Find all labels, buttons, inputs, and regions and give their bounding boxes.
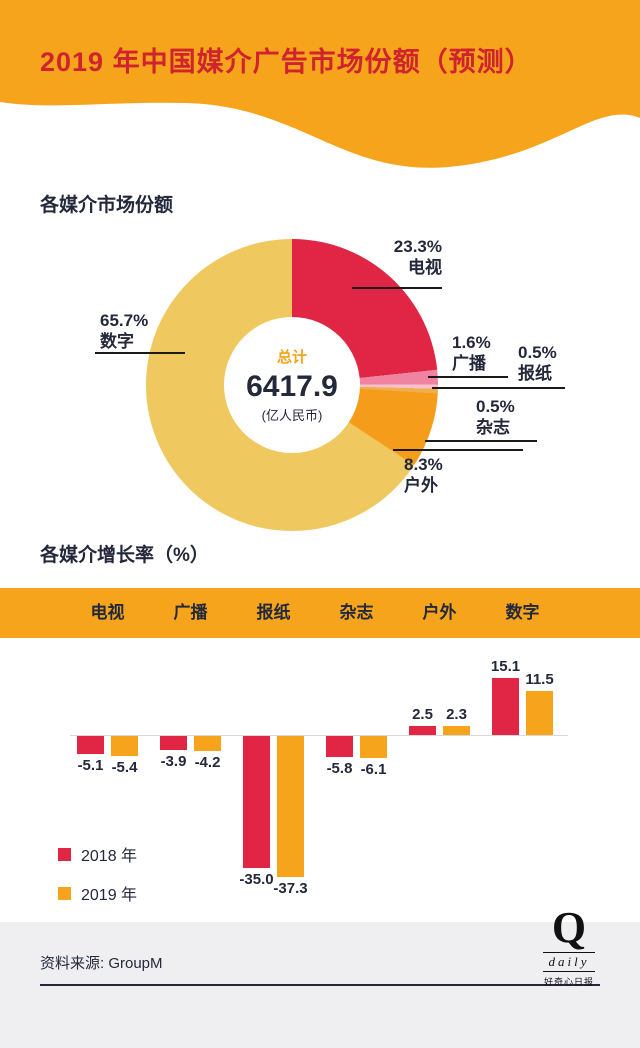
bar-s1-c5 — [526, 691, 553, 735]
slice-label-newspaper: 0.5% 报纸 — [518, 342, 580, 384]
qdaily-logo: Q daily 好奇心日报 — [543, 906, 595, 988]
footer: 资料来源: GroupM Q daily 好奇心日报 — [0, 906, 640, 1048]
bar-s1-c0 — [111, 735, 138, 756]
category-label-tv: 电视 — [90, 603, 125, 622]
bar-s0-c0 — [77, 735, 104, 755]
slice-label-outdoor: 8.3% 户外 — [404, 454, 474, 496]
bar-group-4: 2.5 2.3 — [398, 638, 481, 900]
bar-value-label: 2.5 — [412, 705, 433, 723]
bar-group-5: 15.1 11.5 — [481, 638, 564, 900]
slice-label-magazine: 0.5% 杂志 — [476, 396, 538, 438]
donut-center-label: 总计 — [276, 349, 307, 366]
donut-chart-area: 总计 6417.9 (亿人民币) 23.3% 电视 65.7% 数字 1.6% … — [0, 228, 640, 558]
bar-value-label: -5.1 — [77, 757, 104, 775]
bar-group-3: -5.8 -6.1 — [315, 638, 398, 900]
bar-group-2: -35.0 -37.3 — [232, 638, 315, 900]
slice-name-tv: 电视 — [408, 258, 442, 277]
donut-center: 总计 6417.9 (亿人民币) — [224, 317, 360, 453]
bar-s0-c1 — [160, 735, 187, 750]
bar-value-label: 15.1 — [490, 657, 521, 675]
slice-label-digital: 65.7% 数字 — [100, 310, 185, 352]
page-title: 2019 年中国媒介广告市场份额（预测） — [40, 47, 533, 77]
bar-s1-c3 — [360, 735, 387, 759]
slice-pct-newspaper: 0.5% — [518, 343, 557, 362]
growth-bar-chart: -5.1 -5.4 -3.9 -4.2 -35.0 -37.3 -5.8 -6.1 2.5 2.3… — [0, 638, 640, 900]
chart-legend: 2018 年 2019 年 — [58, 842, 137, 920]
legend-swatch-2018 — [58, 847, 71, 861]
slice-pct-tv: 23.3% — [393, 237, 442, 256]
bar-s0-c4 — [409, 725, 436, 735]
leader-line-newspaper — [432, 387, 565, 389]
bar-value-label: -4.2 — [194, 753, 221, 771]
zero-axis-line — [70, 735, 568, 736]
slice-name-newspaper: 报纸 — [518, 364, 552, 383]
bar-s0-c5 — [492, 677, 519, 735]
bar-group-1: -3.9 -4.2 — [149, 638, 232, 900]
header-banner: 2019 年中国媒介广告市场份额（预测） — [0, 0, 640, 175]
qdaily-logo-name: 好奇心日报 — [543, 977, 594, 987]
slice-pct-digital: 65.7% — [100, 311, 149, 330]
bar-group-0: -5.1 -5.4 — [66, 638, 149, 900]
slice-name-magazine: 杂志 — [476, 418, 510, 437]
donut-center-unit: (亿人民币) — [261, 408, 323, 423]
donut-center-value: 6417.9 — [246, 370, 338, 403]
leader-line-radio — [428, 376, 508, 378]
growth-section-title: 各媒介增长率（%） — [40, 545, 209, 566]
slice-pct-outdoor: 8.3% — [404, 455, 443, 474]
leader-line-magazine — [425, 440, 537, 442]
bar-s0-c2 — [243, 735, 270, 868]
slice-label-tv: 23.3% 电视 — [350, 236, 442, 278]
slice-name-digital: 数字 — [100, 332, 134, 351]
bar-s1-c4 — [443, 726, 470, 735]
slice-name-radio: 广播 — [452, 354, 486, 373]
banner-wave-shape — [0, 0, 640, 168]
footer-divider — [40, 984, 600, 986]
donut-chart: 总计 6417.9 (亿人民币) — [146, 239, 438, 531]
legend-item-2018: 2018 年 — [58, 842, 137, 866]
category-label-outdoor: 户外 — [422, 603, 457, 622]
category-label-radio: 广播 — [173, 603, 208, 622]
legend-label-2018: 2018 年 — [81, 848, 138, 865]
slice-pct-radio: 1.6% — [452, 333, 491, 352]
category-band: 电视 广播 报纸 杂志 户外 数字 — [0, 588, 640, 638]
bar-value-label: -5.8 — [326, 760, 353, 778]
qdaily-logo-q: Q — [551, 903, 587, 952]
qdaily-logo-daily: daily — [543, 952, 595, 972]
bar-value-label: -5.4 — [111, 758, 138, 776]
bar-value-label: -35.0 — [239, 871, 274, 888]
bar-value-label: 2.3 — [446, 706, 467, 724]
leader-line-digital — [95, 352, 185, 354]
legend-item-2019: 2019 年 — [58, 881, 137, 905]
bar-value-label: 11.5 — [525, 671, 554, 689]
bar-value-label: -3.9 — [160, 752, 187, 770]
category-label-newspaper: 报纸 — [256, 603, 291, 622]
slice-label-radio: 1.6% 广播 — [452, 332, 514, 374]
bar-value-label: -37.3 — [273, 879, 308, 897]
data-source: 资料来源: GroupM — [40, 955, 163, 972]
leader-line-outdoor — [393, 449, 523, 451]
category-label-digital: 数字 — [505, 603, 540, 622]
slice-pct-magazine: 0.5% — [476, 397, 515, 416]
bar-s1-c2 — [277, 735, 304, 877]
legend-label-2019: 2019 年 — [81, 887, 138, 904]
slice-name-outdoor: 户外 — [404, 476, 438, 495]
share-section-title: 各媒介市场份额 — [40, 195, 174, 216]
bar-value-label: -6.1 — [360, 761, 387, 779]
legend-swatch-2019 — [58, 886, 71, 900]
bar-s1-c1 — [194, 735, 221, 751]
leader-line-tv — [352, 287, 442, 289]
category-label-magazine: 杂志 — [339, 603, 374, 622]
bar-s0-c3 — [326, 735, 353, 758]
